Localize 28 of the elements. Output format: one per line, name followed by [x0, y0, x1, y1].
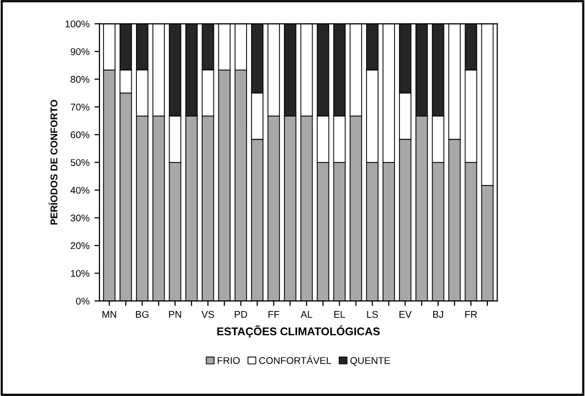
x-tick-label: VS — [202, 310, 214, 318]
y-axis-title: PERÍODOS DE CONFORTO — [48, 100, 58, 225]
y-tick-label: 70% — [70, 104, 90, 111]
y-tick-label: 0% — [76, 298, 90, 305]
y-tick-label: 60% — [70, 131, 90, 138]
y-tick-label: 30% — [70, 214, 90, 222]
x-tick-label: LS — [367, 310, 378, 318]
x-tick-label: EL — [334, 311, 346, 318]
x-tick-label: PD — [234, 311, 248, 318]
legend-label: QUENTE — [350, 357, 390, 366]
x-tick-label: BJ — [433, 311, 444, 318]
y-tick-label: 80% — [70, 76, 90, 83]
x-tick-label: BG — [136, 310, 148, 318]
x-tick-label: MN — [102, 311, 116, 318]
y-tick-label: 20% — [70, 242, 90, 250]
y-tick-label: 40% — [70, 186, 90, 194]
x-axis-title: ESTAÇÕES CLIMATOLÓGICAS — [217, 325, 380, 338]
x-tick-label: EV — [400, 311, 412, 318]
y-tick-label: 100% — [66, 20, 90, 28]
x-tick-label: FR — [465, 311, 477, 318]
y-tick-label: 90% — [70, 48, 90, 56]
x-tick-label: PN — [169, 311, 182, 318]
x-tick-label: AL — [300, 311, 312, 318]
y-tick-label: 50% — [70, 159, 90, 166]
x-tick-label: FF — [268, 311, 280, 318]
legend-label: CONFORTÁVEL — [259, 355, 332, 364]
legend-label: FRIO — [218, 357, 240, 364]
y-tick-label: 10% — [71, 270, 90, 277]
